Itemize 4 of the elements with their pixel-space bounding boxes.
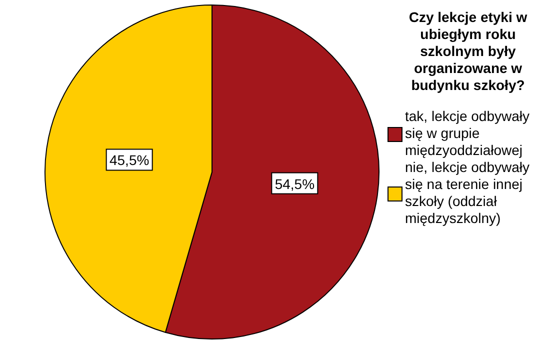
data-label: 45,5%: [109, 152, 150, 168]
data-label: 54,5%: [274, 176, 315, 192]
legend-title: Czy lekcje etyki w ubiegłym roku szkolnym były organizowane w budynku szkoły?: [408, 9, 528, 93]
legend-label: nie, lekcje odbywały się na terenie innej szkoły (oddział międzyszkolny): [405, 159, 530, 226]
